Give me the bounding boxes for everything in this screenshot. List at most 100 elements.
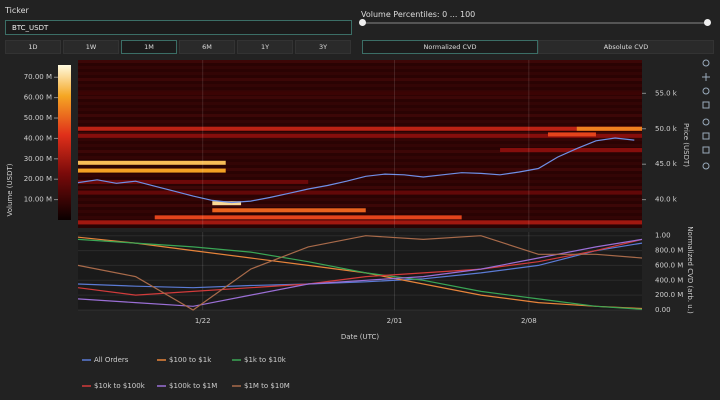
y-tick-label: 1.00 [655, 232, 671, 240]
timeframe-button[interactable]: 1Y [237, 40, 293, 54]
colorbar-tick-label: 50.00 M [24, 114, 52, 122]
y-tick-label: 600.0 M [655, 261, 683, 269]
tool-icon[interactable] [702, 162, 710, 170]
timeframe-button[interactable]: 1D [5, 40, 61, 54]
legend-item[interactable]: $10k to $100k [82, 382, 146, 390]
slider-handle[interactable] [359, 19, 366, 26]
timeframe-button[interactable]: 1W [63, 40, 119, 54]
heat-cell [78, 190, 642, 195]
colorbar-tick-label: 60.00 M [24, 94, 52, 102]
legend-label: $1k to $10k [244, 356, 287, 364]
mode-button[interactable]: Absolute CVD [538, 40, 714, 54]
tool-icon[interactable] [702, 118, 710, 126]
legend-label: $100k to $1M [169, 382, 217, 390]
heat-cell [154, 215, 462, 220]
cvd-line [77, 235, 643, 311]
row-stripe [78, 84, 642, 87]
timeframe-button[interactable]: 1M [121, 40, 177, 54]
row-stripe [78, 150, 642, 153]
colorbar-tick-label: 10.00 M [24, 196, 52, 204]
row-stripe [78, 168, 642, 171]
row-stripe [78, 114, 642, 117]
heat-cell [78, 133, 642, 138]
row-stripe [78, 138, 642, 141]
tool-icon[interactable] [702, 73, 710, 81]
row-stripe [78, 174, 642, 177]
tool-icon[interactable] [702, 101, 710, 109]
heat-cell [78, 91, 642, 96]
heat-cell [78, 220, 642, 225]
legend-item[interactable]: $1M to $10M [232, 382, 290, 390]
heat-cell [78, 126, 642, 131]
mode-button[interactable]: Normalized CVD [362, 40, 538, 54]
tool-icon[interactable] [702, 59, 710, 67]
legend-label: $10k to $100k [94, 382, 146, 390]
row-stripe [78, 144, 642, 147]
legend-item[interactable]: $1k to $10k [232, 356, 287, 364]
y-tick-label: 55.0 k [655, 89, 678, 97]
legend-item[interactable]: All Orders [82, 356, 129, 364]
row-stripe [78, 162, 642, 165]
row-stripe [78, 156, 642, 159]
cvd-line [77, 238, 643, 310]
plot-background [78, 232, 642, 310]
colorbar-tick-label: 30.00 M [24, 155, 52, 163]
y-tick-label: 800.0 M [655, 247, 683, 255]
y-tick-label: 200.0 M [655, 291, 683, 299]
y-tick-label: 400.0 M [655, 276, 683, 284]
row-stripe [78, 180, 642, 183]
cvd-line [77, 238, 643, 296]
row-stripe [78, 198, 642, 201]
price-line [77, 137, 635, 204]
y-tick-label: 0.00 [655, 306, 671, 314]
slider-handle[interactable] [704, 19, 711, 26]
heat-cell [78, 179, 309, 184]
legend-label: All Orders [94, 356, 129, 364]
cvd-line [77, 242, 643, 289]
y-axis-label: Price (USDT) [682, 123, 690, 167]
slider-track [362, 22, 708, 24]
ticker-input[interactable]: BTC_USDT [5, 20, 352, 35]
tool-icon[interactable] [702, 132, 710, 140]
toolbar [702, 59, 710, 170]
x-axis-label: Date (UTC) [341, 333, 380, 341]
colorbar-label: Volume (USDT) [6, 163, 14, 216]
row-stripe [78, 102, 642, 105]
timeframe-button[interactable]: 6M [179, 40, 235, 54]
row-stripe [78, 72, 642, 75]
legend-label: $1M to $10M [244, 382, 290, 390]
heat-cell [212, 208, 366, 213]
colorbar-tick-label: 20.00 M [24, 175, 52, 183]
legend-item[interactable]: $100 to $1k [157, 356, 212, 364]
legend-label: $100 to $1k [169, 356, 212, 364]
slider-label: Volume Percentiles: 0 ... 100 [361, 10, 476, 19]
ticker-label: Ticker [5, 6, 29, 15]
tool-icon[interactable] [702, 87, 710, 95]
y-tick-label: 45.0 k [655, 160, 678, 168]
row-stripe [78, 108, 642, 111]
row-stripe [78, 204, 642, 207]
row-stripe [78, 66, 642, 69]
row-stripe [78, 132, 642, 135]
timeframe-button[interactable]: 3Y [295, 40, 351, 54]
heat-cell [78, 168, 226, 173]
row-stripe [78, 120, 642, 123]
x-tick-label: 2/08 [521, 317, 537, 325]
heat-cell [548, 132, 596, 137]
row-stripe [78, 96, 642, 99]
tool-icon[interactable] [702, 146, 710, 154]
row-stripe [78, 60, 642, 63]
x-tick-label: 2/01 [387, 317, 403, 325]
y-tick-label: 40.0 k [655, 196, 678, 204]
heat-cell [576, 126, 642, 131]
y-tick-label: 50.0 k [655, 125, 678, 133]
legend-item[interactable]: $100k to $1M [157, 382, 217, 390]
colorbar-tick-label: 40.00 M [24, 134, 52, 142]
heat-cell [500, 148, 642, 153]
y-axis-label: Normalized CVD (arb. u.) [686, 226, 694, 314]
colorbar [58, 65, 71, 220]
x-tick-label: 1/22 [195, 317, 211, 325]
heat-cell [78, 160, 226, 165]
